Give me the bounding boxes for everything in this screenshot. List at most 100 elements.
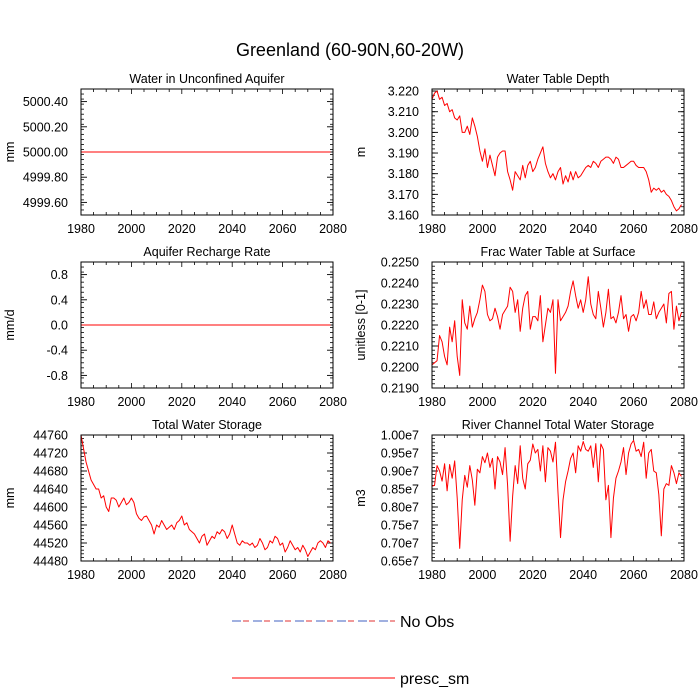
panel-title-frac-water-table-at-surface: Frac Water Table at Surface	[481, 245, 636, 259]
y-axis-label-water-in-unconfined-aquifer: mm	[3, 142, 17, 163]
x-tick-label: 1980	[67, 395, 95, 409]
y-tick-label: 4999.80	[23, 171, 68, 185]
x-tick-label: 2080	[319, 222, 347, 236]
x-tick-label: 2040	[569, 568, 597, 582]
y-tick-label: 44520	[33, 537, 68, 551]
y-tick-label: 44680	[33, 465, 68, 479]
x-tick-label: 2020	[519, 395, 547, 409]
y-tick-label: 0.2230	[381, 298, 419, 312]
series-line-presc-sm-river-channel-total-water-storage	[431, 439, 682, 549]
panel-water-in-unconfined-aquifer: Water in Unconfined Aquifer mm 1980 2000 202…	[3, 72, 347, 236]
y-tick-label: 0.2250	[381, 256, 419, 270]
y-tick-label: 0.70e7	[381, 537, 419, 551]
legend-no-obs-label: No Obs	[400, 614, 454, 631]
y-tick-label: 3.210	[388, 105, 419, 119]
y-tick-label: -0.4	[46, 344, 68, 358]
x-tick-label: 2060	[620, 568, 648, 582]
panel-river-channel-total-water-storage: River Channel Total Water Storage m3 1980 2…	[354, 418, 698, 582]
x-tick-label: 2080	[319, 568, 347, 582]
x-tick-label: 2060	[269, 222, 297, 236]
y-tick-label: 5000.00	[23, 146, 68, 160]
x-tick-label: 1980	[67, 222, 95, 236]
figure-title: Greenland (60-90N,60-20W)	[236, 40, 464, 60]
y-tick-label: 0.85e7	[381, 483, 419, 497]
y-tick-label: 0.75e7	[381, 519, 419, 533]
y-tick-label: 5000.40	[23, 95, 68, 109]
series-line-presc-sm-frac-water-table-at-surface	[431, 276, 682, 376]
x-tick-label: 1980	[418, 222, 446, 236]
x-tick-label: 2040	[218, 568, 246, 582]
y-axis-label-water-table-depth: m	[354, 147, 368, 157]
y-tick-label: 3.200	[388, 126, 419, 140]
y-axis-label-frac-water-table-at-surface: unitless [0-1]	[354, 290, 368, 361]
plot-frame-total-water-storage	[80, 434, 334, 562]
panel-aquifer-recharge-rate: Aquifer Recharge Rate mm/d 1980 2000 2020 204…	[3, 245, 347, 409]
panel-title-water-in-unconfined-aquifer: Water in Unconfined Aquifer	[129, 72, 284, 86]
y-tick-label: 0.65e7	[381, 555, 419, 569]
x-tick-label: 2060	[620, 222, 648, 236]
x-tick-label: 2080	[670, 395, 698, 409]
y-tick-label: 44480	[33, 555, 68, 569]
y-tick-label: 3.160	[388, 209, 419, 223]
x-tick-label: 2000	[117, 222, 145, 236]
x-tick-label: 2060	[620, 395, 648, 409]
x-tick-label: 2080	[670, 568, 698, 582]
panel-water-table-depth: Water Table Depth m 1980 2000 2020 2040 2060 20…	[354, 72, 698, 236]
panel-title-total-water-storage: Total Water Storage	[152, 418, 262, 432]
y-tick-label: 0.80e7	[381, 501, 419, 515]
y-tick-label: 0.2200	[381, 361, 419, 375]
x-tick-label: 2000	[468, 222, 496, 236]
y-tick-label: 1.00e7	[381, 429, 419, 443]
plot-frame-river-channel-total-water-storage	[431, 434, 685, 562]
x-tick-label: 2020	[519, 222, 547, 236]
x-tick-label: 2000	[117, 395, 145, 409]
y-tick-label: 0.90e7	[381, 465, 419, 479]
y-tick-label: 3.180	[388, 167, 419, 181]
plot-frame-water-table-depth	[431, 88, 685, 216]
plot-frame-frac-water-table-at-surface	[431, 261, 685, 389]
x-tick-label: 2000	[468, 568, 496, 582]
x-tick-label: 2040	[218, 222, 246, 236]
y-tick-label: 44640	[33, 483, 68, 497]
y-tick-label: 5000.20	[23, 120, 68, 134]
panel-total-water-storage: Total Water Storage mm 1980 2000 2020 2040 206…	[3, 418, 347, 582]
x-tick-label: 2040	[569, 222, 597, 236]
x-tick-label: 2040	[569, 395, 597, 409]
panel-title-river-channel-total-water-storage: River Channel Total Water Storage	[462, 418, 655, 432]
x-tick-label: 2020	[168, 395, 196, 409]
legend: No Obs presc_sm	[232, 614, 469, 688]
plot-frame-water-in-unconfined-aquifer	[80, 88, 334, 216]
y-tick-label: 0.2240	[381, 277, 419, 291]
x-tick-label: 2020	[168, 222, 196, 236]
y-axis-label-total-water-storage: mm	[3, 488, 17, 509]
x-tick-label: 2000	[468, 395, 496, 409]
y-tick-label: -0.8	[46, 369, 68, 383]
y-tick-label: 4999.60	[23, 196, 68, 210]
series-line-presc-sm-water-table-depth	[431, 90, 682, 212]
x-tick-label: 2000	[117, 568, 145, 582]
x-tick-label: 2020	[519, 568, 547, 582]
y-tick-label: 44720	[33, 447, 68, 461]
y-tick-label: 44760	[33, 429, 68, 443]
x-tick-label: 1980	[418, 395, 446, 409]
y-axis-label-aquifer-recharge-rate: mm/d	[3, 309, 17, 340]
y-tick-label: 44560	[33, 519, 68, 533]
y-tick-label: 3.170	[388, 188, 419, 202]
legend-presc-sm-label: presc_sm	[400, 671, 469, 688]
y-tick-label: 3.220	[388, 85, 419, 99]
plot-frame-aquifer-recharge-rate	[80, 261, 334, 389]
y-axis-label-river-channel-total-water-storage: m3	[354, 489, 368, 506]
x-tick-label: 2060	[269, 395, 297, 409]
x-tick-label: 2080	[319, 395, 347, 409]
y-tick-label: 0.95e7	[381, 447, 419, 461]
x-tick-label: 2040	[218, 395, 246, 409]
y-tick-label: 0.4	[51, 293, 68, 307]
y-tick-label: 0.8	[51, 268, 68, 282]
x-tick-label: 1980	[418, 568, 446, 582]
x-tick-label: 1980	[67, 568, 95, 582]
x-tick-label: 2080	[670, 222, 698, 236]
series-line-presc-sm-total-water-storage	[80, 434, 331, 557]
y-tick-label: 0.2220	[381, 319, 419, 333]
x-tick-label: 2020	[168, 568, 196, 582]
